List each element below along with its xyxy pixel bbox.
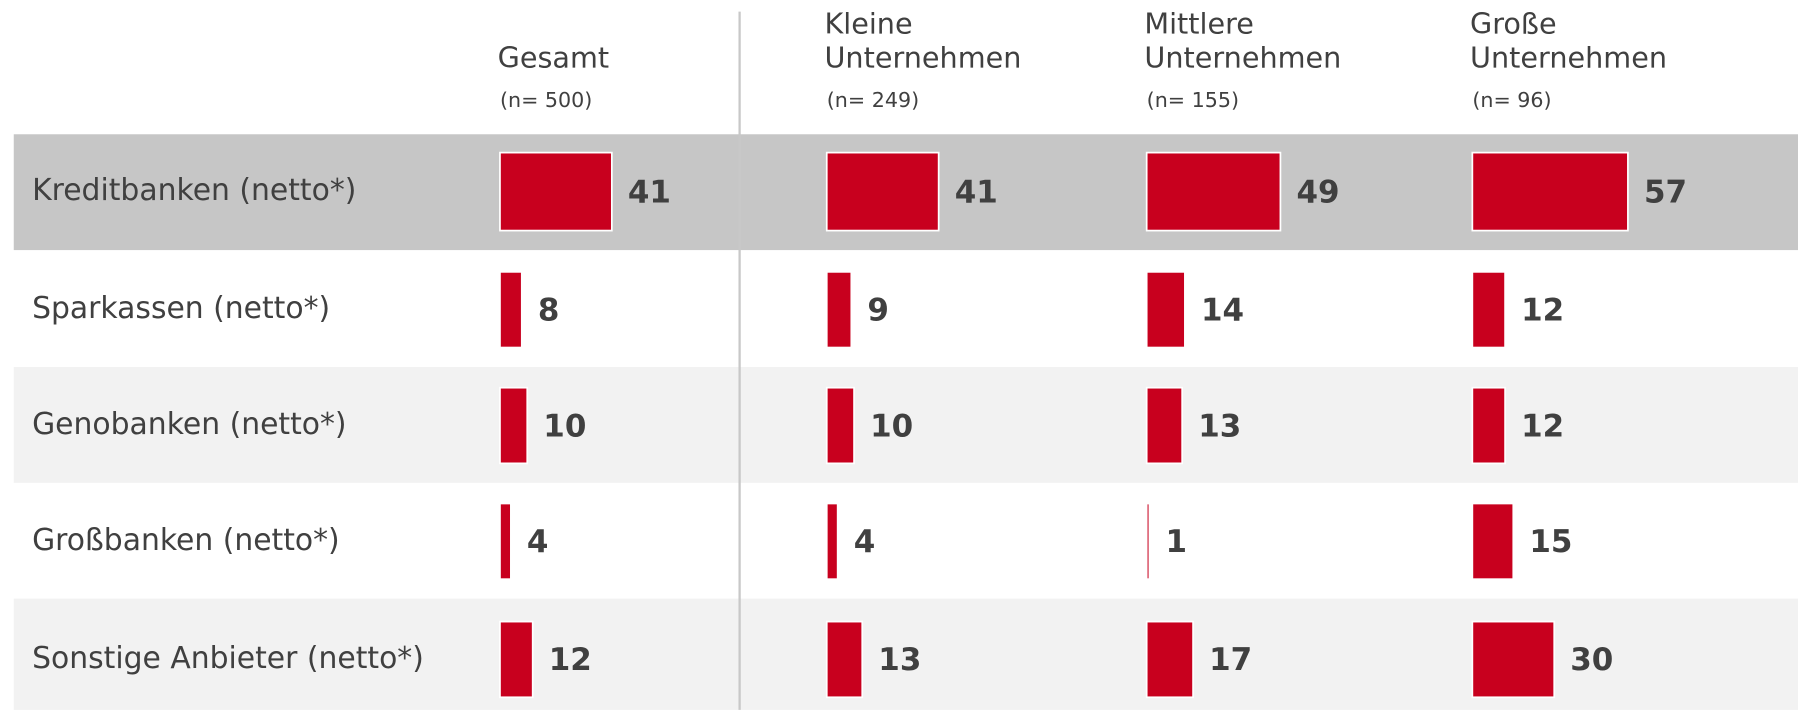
row-label: Genobanken (netto*) [32, 407, 346, 442]
bar [1145, 502, 1151, 581]
bar [499, 386, 529, 465]
value-label: 13 [878, 642, 921, 678]
value-label: 1 [1165, 524, 1187, 560]
value-label: 57 [1644, 174, 1687, 210]
value-label: 17 [1209, 642, 1252, 678]
bar [1471, 620, 1556, 699]
value-label: 12 [1521, 292, 1564, 328]
value-label: 49 [1296, 174, 1339, 210]
bar [1471, 386, 1506, 465]
value-label: 8 [538, 292, 560, 328]
bar [825, 386, 855, 465]
sample-size: (n= 155) [1147, 88, 1239, 112]
bar [1471, 271, 1506, 349]
value-label: 4 [854, 524, 876, 560]
sample-size: (n= 500) [500, 88, 592, 112]
value-label: 14 [1201, 292, 1244, 328]
bar [1145, 620, 1194, 699]
row-label: Sparkassen (netto*) [32, 291, 330, 326]
row-label: Sonstige Anbieter (netto*) [32, 641, 424, 676]
bar [499, 502, 512, 581]
value-label: 41 [955, 174, 998, 210]
bar [1145, 271, 1186, 349]
sample-size: (n= 96) [1472, 88, 1551, 112]
row-label: Großbanken (netto*) [32, 523, 340, 558]
bar [499, 271, 523, 349]
value-label: 41 [628, 174, 671, 210]
bar [1471, 151, 1629, 232]
value-label: 9 [867, 292, 889, 328]
bar [1145, 386, 1184, 465]
column-header: Große Unternehmen [1470, 6, 1667, 74]
column-header: Mittlere Unternehmen [1144, 6, 1341, 74]
bar [825, 502, 839, 581]
bar [499, 620, 534, 699]
value-label: 4 [527, 524, 549, 560]
value-label: 13 [1198, 408, 1241, 444]
bar [825, 620, 864, 699]
bar [499, 151, 613, 232]
row-label: Kreditbanken (netto*) [32, 173, 356, 208]
sample-size: (n= 249) [827, 88, 919, 112]
bar [825, 151, 940, 232]
value-label: 15 [1529, 524, 1572, 560]
column-header: Kleine Unternehmen [824, 6, 1021, 74]
column-header: Gesamt [498, 41, 609, 75]
value-label: 12 [1521, 408, 1564, 444]
bar [825, 271, 853, 349]
value-label: 10 [870, 408, 913, 444]
value-label: 10 [543, 408, 586, 444]
bar [1145, 151, 1282, 232]
value-label: 30 [1570, 642, 1613, 678]
value-label: 12 [549, 642, 592, 678]
bar [1471, 502, 1515, 581]
